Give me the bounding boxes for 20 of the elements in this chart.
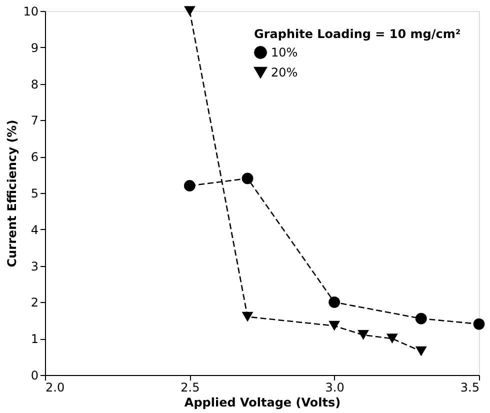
y-tick-label: 9 bbox=[30, 40, 38, 55]
x-tick-label: 2.5 bbox=[180, 380, 200, 394]
y-tick-label: 3 bbox=[30, 259, 38, 274]
x-tick-label: 3.5 bbox=[460, 380, 480, 394]
y-tick-label: 1 bbox=[30, 332, 38, 346]
legend-title: Graphite Loading = 10 mg/cm² bbox=[254, 27, 461, 41]
legend-label: 10% bbox=[271, 46, 298, 60]
y-tick-label: 7 bbox=[30, 114, 38, 128]
y-tick-label: 8 bbox=[30, 77, 38, 92]
y-axis-title: Current Efficiency (%) bbox=[5, 120, 20, 268]
x-axis-title: Applied Voltage (Volts) bbox=[184, 396, 341, 410]
y-tick-label: 4 bbox=[30, 222, 38, 237]
x-tick-label: 2.0 bbox=[46, 380, 65, 394]
y-tick-label: 2 bbox=[30, 296, 38, 310]
y-tick-label: 6 bbox=[30, 150, 38, 164]
x-tick-label: 3.0 bbox=[325, 380, 344, 394]
y-tick-label: 10 bbox=[23, 4, 38, 18]
legend-label: 20% bbox=[271, 66, 298, 80]
y-tick-label: 0 bbox=[30, 368, 38, 382]
y-tick-label: 5 bbox=[30, 186, 38, 200]
